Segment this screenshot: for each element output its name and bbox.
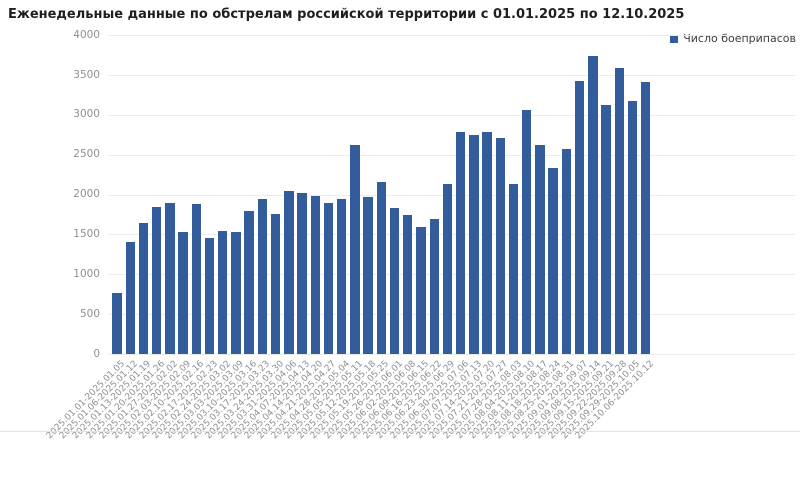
gridline xyxy=(108,114,795,116)
bar-15[interactable] xyxy=(297,193,307,354)
y-tick-label: 500 xyxy=(79,307,100,320)
bar-22[interactable] xyxy=(389,208,400,354)
bar-3[interactable] xyxy=(138,222,149,354)
bar-23[interactable] xyxy=(403,215,413,354)
legend-swatch-icon xyxy=(670,34,679,43)
bar-27[interactable] xyxy=(455,131,466,354)
gridline xyxy=(108,354,795,355)
gridline xyxy=(108,35,795,37)
bar-25[interactable] xyxy=(429,219,439,354)
legend-label: Число боеприпасов xyxy=(683,32,796,45)
bar-5[interactable] xyxy=(165,202,175,354)
bar-26[interactable] xyxy=(442,184,453,354)
bar-16[interactable] xyxy=(310,196,320,354)
y-tick-label: 3500 xyxy=(73,68,100,81)
gridline xyxy=(108,75,795,77)
y-tick-label: 1000 xyxy=(73,267,100,280)
bar-36[interactable] xyxy=(574,80,585,354)
y-tick-label: 4000 xyxy=(73,28,100,41)
y-tick-label: 1500 xyxy=(73,227,100,240)
bar-28[interactable] xyxy=(469,134,479,354)
bar-13[interactable] xyxy=(270,213,281,354)
legend-item[interactable]: Число боеприпасов xyxy=(670,32,796,45)
bar-9[interactable] xyxy=(218,231,228,354)
bar-8[interactable] xyxy=(204,237,215,354)
bar-40[interactable] xyxy=(627,101,638,354)
y-tick-label: 2500 xyxy=(73,148,100,161)
y-tick-label: 2000 xyxy=(73,188,100,201)
bar-20[interactable] xyxy=(363,197,373,354)
bar-29[interactable] xyxy=(482,131,492,354)
y-tick-label: 0 xyxy=(93,347,100,360)
bar-6[interactable] xyxy=(178,232,188,354)
bar-1[interactable] xyxy=(112,292,122,354)
chart-card: Еженедельные данные по обстрелам российс… xyxy=(0,7,800,442)
bar-24[interactable] xyxy=(416,227,426,354)
bar-35[interactable] xyxy=(561,149,572,354)
bar-37[interactable] xyxy=(588,56,598,354)
bar-17[interactable] xyxy=(323,203,334,354)
plot-area: 0 500 1000 1500 2000 2500 3000 3500 4000 2025.01.… xyxy=(45,28,795,441)
bar-19[interactable] xyxy=(350,145,360,354)
bar-21[interactable] xyxy=(376,181,387,354)
bar-11[interactable] xyxy=(244,210,254,354)
bar-32[interactable] xyxy=(522,110,532,354)
bar-30[interactable] xyxy=(495,138,505,354)
bar-39[interactable] xyxy=(614,67,624,354)
bar-2[interactable] xyxy=(125,241,135,354)
bar-31[interactable] xyxy=(508,184,519,354)
bar-12[interactable] xyxy=(257,198,268,354)
bar-10[interactable] xyxy=(231,232,241,354)
y-tick-label: 3000 xyxy=(73,108,100,121)
bar-34[interactable] xyxy=(548,167,558,354)
bar-38[interactable] xyxy=(601,105,611,354)
bar-4[interactable] xyxy=(151,206,162,354)
bar-7[interactable] xyxy=(191,204,201,354)
card-bottom-border xyxy=(0,431,800,432)
bar-18[interactable] xyxy=(336,198,347,354)
bar-41[interactable] xyxy=(640,82,651,354)
bar-33[interactable] xyxy=(535,145,545,354)
chart-title: Еженедельные данные по обстрелам российс… xyxy=(8,7,685,22)
gridline xyxy=(108,154,795,156)
bar-14[interactable] xyxy=(284,191,294,354)
chart-page: { "title": "Еженедельные данные по обстр… xyxy=(0,7,800,442)
